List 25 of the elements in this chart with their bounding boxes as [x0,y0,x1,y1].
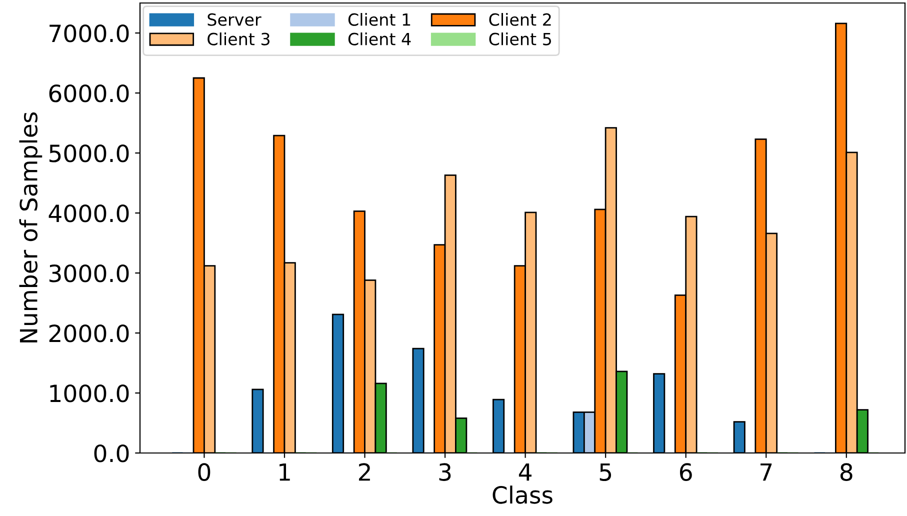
x-tick-label: 8 [840,463,852,481]
x-tick-label: 2 [358,463,370,481]
x-tick-label: 6 [680,463,692,481]
y-tick-label: 3000.0 [49,264,129,282]
y-tick-label: 2000.0 [49,324,129,342]
x-tick-label: 3 [439,463,451,481]
y-tick-label: 5000.0 [49,144,129,162]
x-tick-label: 4 [518,463,532,481]
legend-label: Server [208,13,262,26]
y-tick-label: 1000.0 [50,384,129,402]
legend-label: Client 3 [208,32,270,46]
y-tick-label: 6000.0 [49,84,129,102]
x-tick-label: 5 [600,463,612,481]
x-tick-label: 1 [280,463,290,481]
x-tick-label: 0 [198,463,210,481]
y-axis-title: Number of Samples [19,112,42,342]
y-tick-label: 0.0 [94,444,129,462]
legend-label: Client 5 [489,32,551,46]
legend-label: Client 4 [348,32,411,46]
x-tick-label: 7 [760,463,772,481]
legend-label: Client 2 [489,13,551,26]
legend-label: Client 1 [348,13,410,26]
x-axis-title: Class [492,486,552,504]
y-tick-label: 7000.0 [50,24,129,42]
y-tick-label: 4000.0 [48,204,129,222]
